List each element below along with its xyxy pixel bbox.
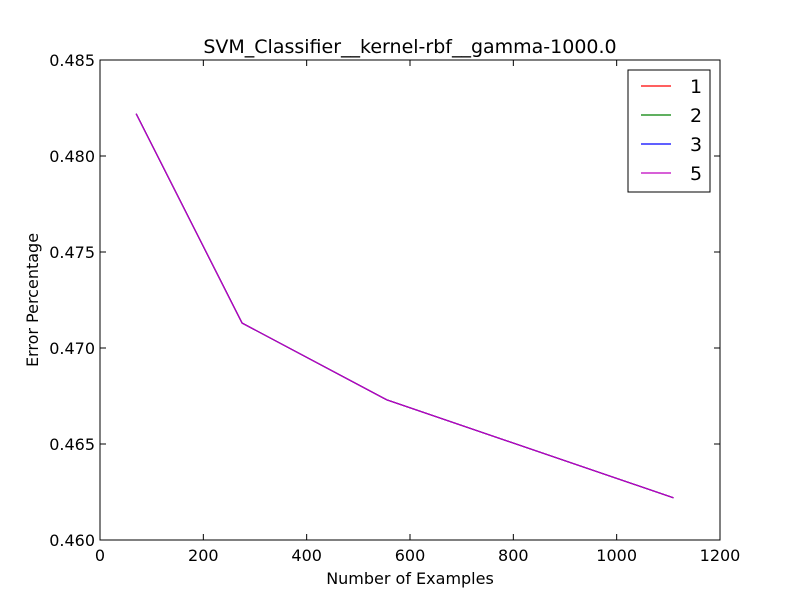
series-line-1 — [135, 113, 674, 499]
legend-label-2: 2 — [690, 105, 702, 127]
x-tick-label: 1200 — [700, 546, 741, 565]
plot-frame — [99, 59, 721, 541]
legend-box — [627, 69, 711, 193]
x-axis: 0 200 400 600 800 1000 1200 — [95, 60, 740, 565]
x-tick-label: 200 — [188, 546, 219, 565]
y-tick-label: 0.475 — [49, 243, 95, 262]
y-tick-label: 0.470 — [49, 339, 95, 358]
x-tick-label: 600 — [395, 546, 426, 565]
legend-label-1: 1 — [690, 76, 702, 98]
y-tick-label: 0.480 — [49, 147, 95, 166]
series-line-5 — [135, 113, 674, 499]
series-line-2 — [135, 113, 674, 499]
x-axis-label: Number of Examples — [326, 569, 494, 588]
plot-lines — [135, 113, 674, 499]
y-tick-label: 0.460 — [49, 531, 95, 550]
x-tick-label: 800 — [498, 546, 529, 565]
x-tick-label: 0 — [95, 546, 105, 565]
y-tick-label: 0.485 — [49, 51, 95, 70]
x-tick-label: 1000 — [596, 546, 637, 565]
series-line-3 — [135, 113, 674, 499]
y-tick-label: 0.465 — [49, 435, 95, 454]
y-axis: 0.460 0.465 0.470 0.475 0.480 0.485 — [49, 51, 720, 550]
x-tick-label: 400 — [291, 546, 322, 565]
y-axis-label: Error Percentage — [23, 233, 42, 367]
legend-label-5: 5 — [690, 163, 702, 185]
legend: 1 2 3 5 — [627, 69, 711, 193]
chart-title: SVM_Classifier__kernel-rbf__gamma-1000.0 — [203, 36, 616, 58]
legend-label-3: 3 — [690, 134, 702, 156]
